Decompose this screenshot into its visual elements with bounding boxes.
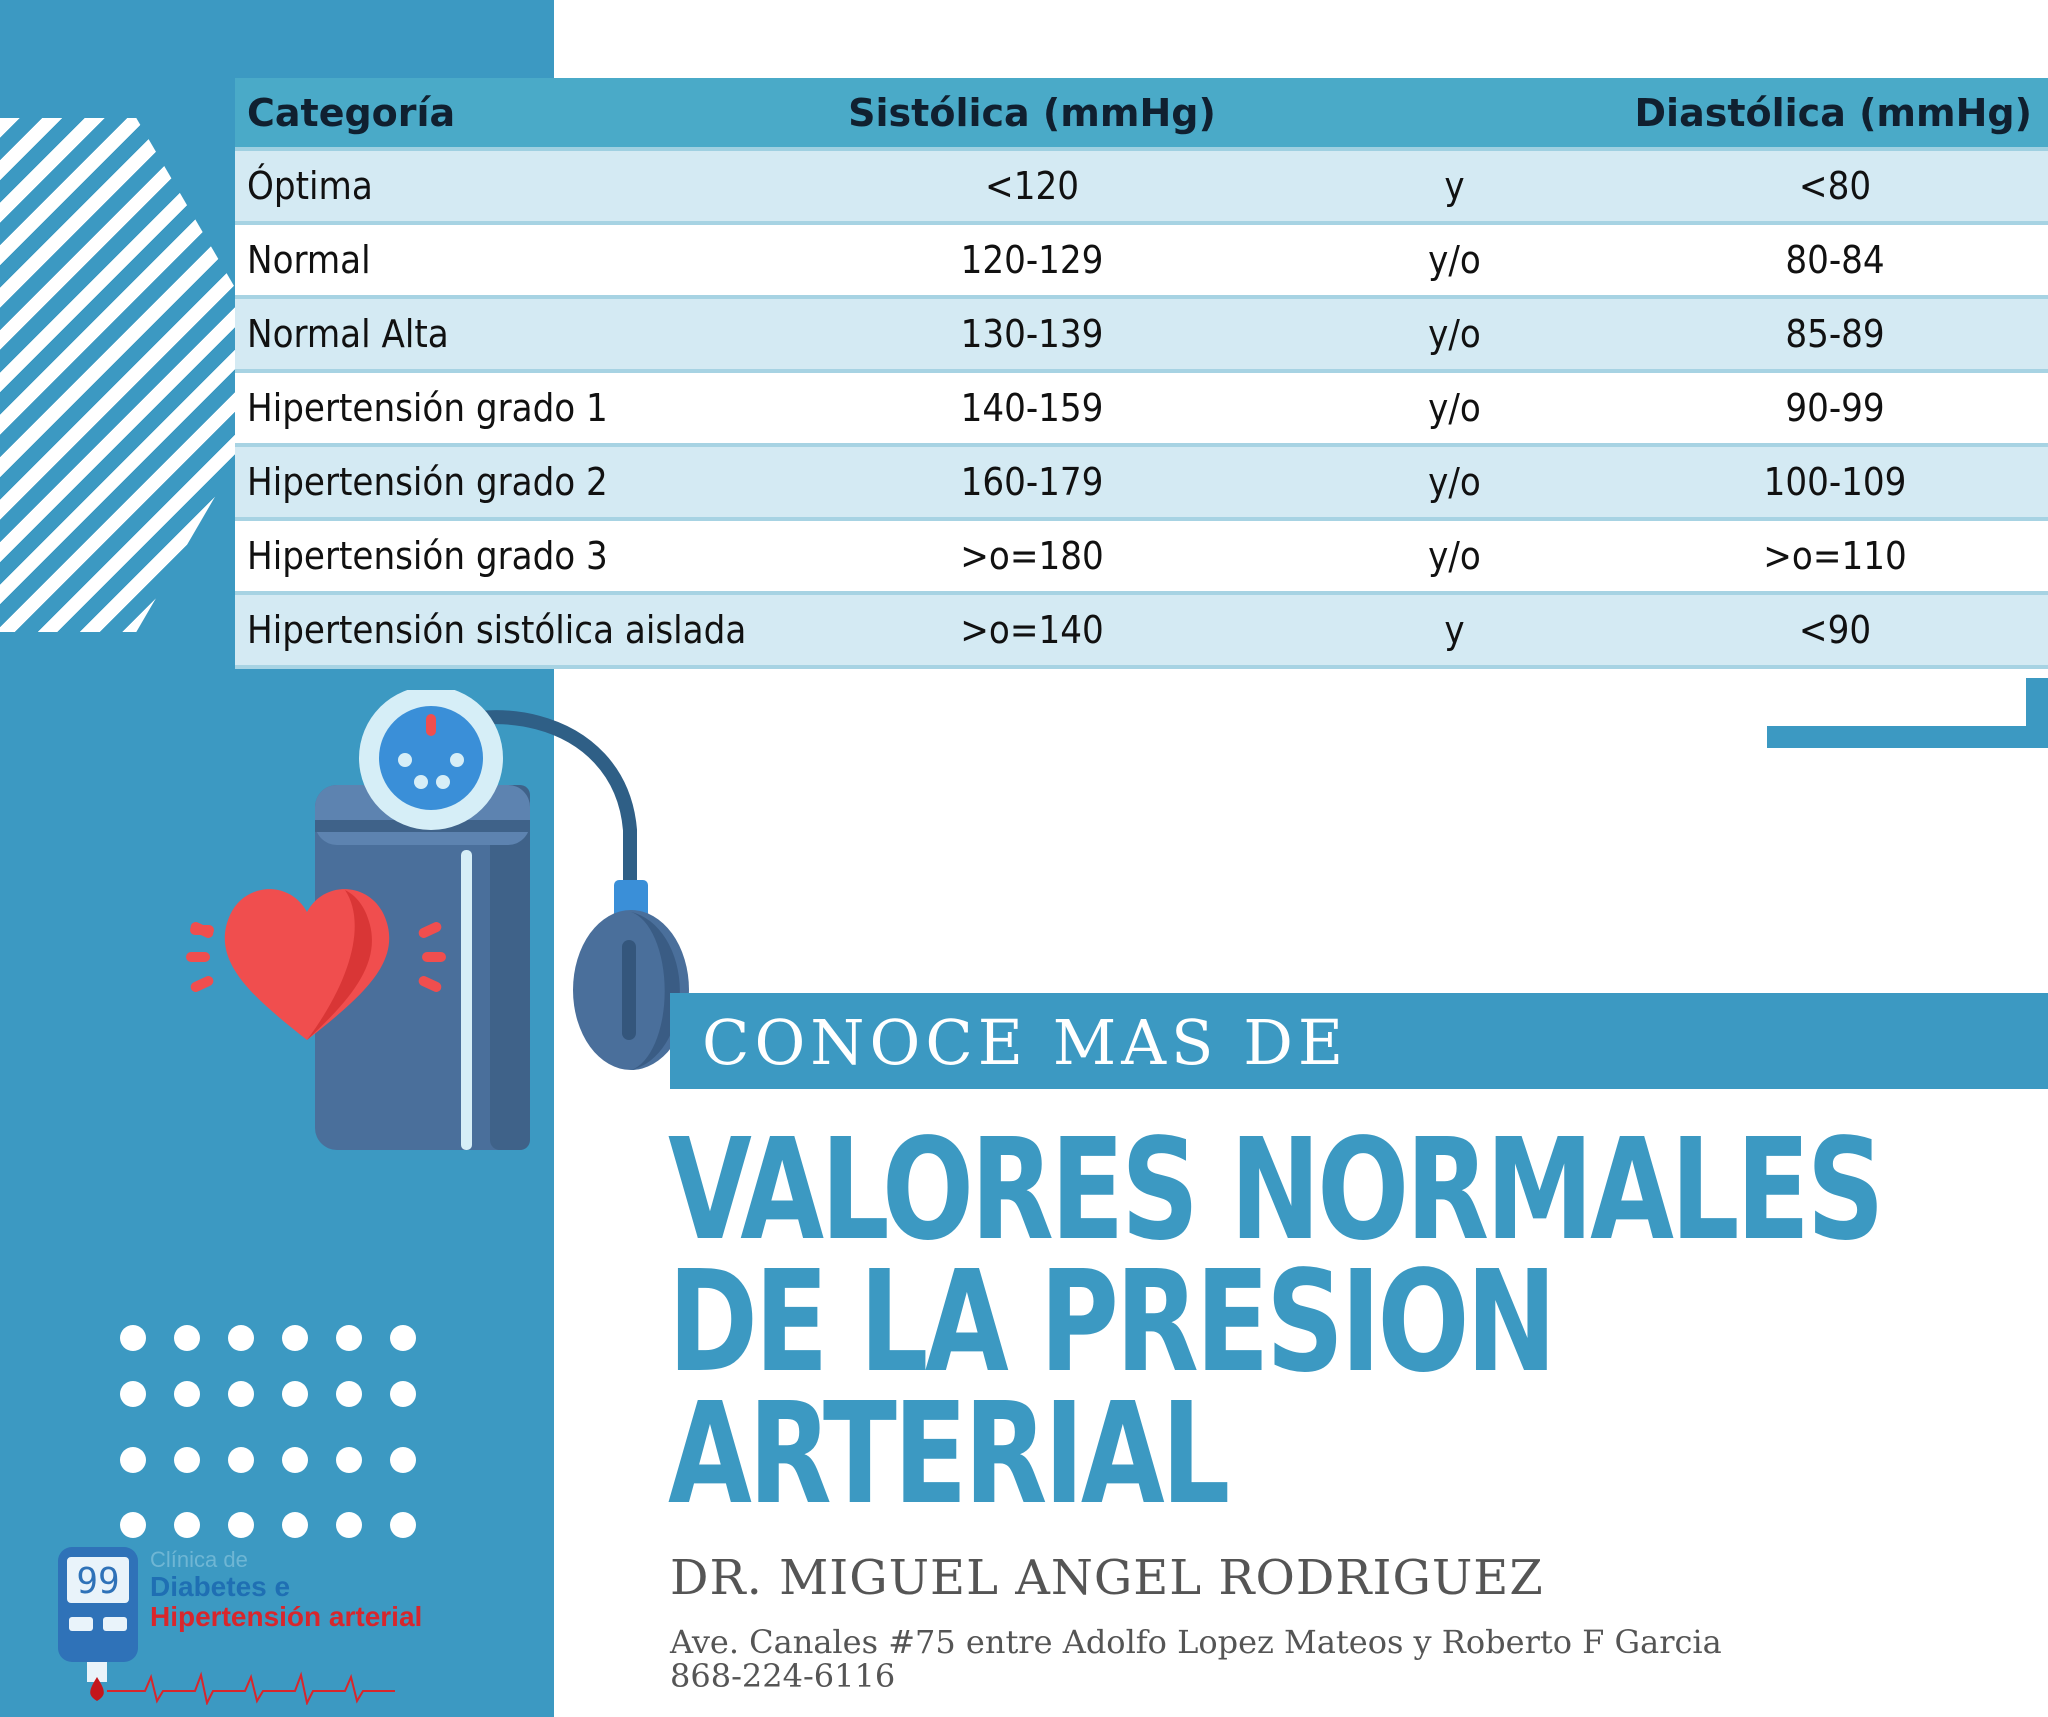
table-row: Hipertensión grado 3 >o=180 y/o >o=110 bbox=[235, 519, 2048, 595]
systolic-cell: 160-179 bbox=[777, 445, 1287, 521]
connector-cell: y/o bbox=[1287, 445, 1622, 521]
connector-cell: y bbox=[1287, 593, 1622, 669]
table-row: Normal 120-129 y/o 80-84 bbox=[235, 223, 2048, 299]
heart-icon bbox=[186, 889, 446, 1040]
systolic-cell: 140-159 bbox=[777, 371, 1287, 447]
dot-grid-decoration bbox=[120, 1325, 416, 1538]
address-line: Ave. Canales #75 entre Adolfo Lopez Mate… bbox=[670, 1623, 1722, 1661]
table-row: Óptima <120 y <80 bbox=[235, 149, 2048, 225]
diastolic-cell: >o=110 bbox=[1622, 519, 2048, 595]
table-row: Hipertensión grado 1 140-159 y/o 90-99 bbox=[235, 371, 2048, 447]
diastolic-cell: 80-84 bbox=[1622, 223, 2048, 299]
doctor-name: DR. MIGUEL ANGEL RODRIGUEZ bbox=[670, 1550, 1544, 1606]
title-line-3: ARTERIAL bbox=[668, 1373, 1230, 1536]
table-row: Hipertensión grado 2 160-179 y/o 100-109 bbox=[235, 445, 2048, 521]
contact-info: Ave. Canales #75 entre Adolfo Lopez Mate… bbox=[670, 1625, 1722, 1693]
intro-banner bbox=[670, 993, 2048, 1089]
diastolic-cell: <90 bbox=[1622, 593, 2048, 669]
header-diastolic: Diastólica (mmHg) bbox=[1622, 78, 2048, 151]
banner-text: CONOCE MAS DE bbox=[702, 1006, 1349, 1079]
logo-diabetes-label: Diabetes e bbox=[150, 1571, 291, 1602]
blood-pressure-monitor-icon bbox=[186, 690, 689, 1150]
connector-cell: y/o bbox=[1287, 371, 1622, 447]
glucometer-icon: 99 bbox=[58, 1547, 138, 1701]
systolic-cell: >o=180 bbox=[777, 519, 1287, 595]
systolic-cell: <120 bbox=[777, 149, 1287, 225]
diastolic-cell: <80 bbox=[1622, 149, 2048, 225]
connector-cell: y/o bbox=[1287, 297, 1622, 373]
category-cell: Normal bbox=[235, 223, 777, 299]
phone-number: 868-224-6116 bbox=[670, 1657, 896, 1695]
corner-bracket-horizontal bbox=[1767, 726, 2048, 748]
header-systolic: Sistólica (mmHg) bbox=[777, 78, 1287, 151]
header-connector bbox=[1287, 78, 1622, 151]
meter-digits: 99 bbox=[76, 1561, 119, 1602]
systolic-cell: 130-139 bbox=[777, 297, 1287, 373]
category-cell: Hipertensión grado 3 bbox=[235, 519, 777, 595]
connector-cell: y/o bbox=[1287, 223, 1622, 299]
table-header-row: Categoría Sistólica (mmHg) Diastólica (m… bbox=[235, 78, 2048, 151]
category-cell: Óptima bbox=[235, 149, 777, 225]
table-row: Normal Alta 130-139 y/o 85-89 bbox=[235, 297, 2048, 373]
category-cell: Normal Alta bbox=[235, 297, 777, 373]
category-cell: Hipertensión sistólica aislada bbox=[235, 593, 777, 669]
title-line-2: DE LA PRESION bbox=[668, 1241, 1557, 1404]
category-cell: Hipertensión grado 2 bbox=[235, 445, 777, 521]
systolic-cell: 120-129 bbox=[777, 223, 1287, 299]
blood-pressure-table: Categoría Sistólica (mmHg) Diastólica (m… bbox=[235, 78, 2048, 669]
header-category: Categoría bbox=[235, 78, 777, 151]
diastolic-cell: 85-89 bbox=[1622, 297, 2048, 373]
clinic-logo: 99 Clínica de Diabetes e Hipertensión ar… bbox=[55, 1545, 455, 1705]
connector-cell: y/o bbox=[1287, 519, 1622, 595]
category-cell: Hipertensión grado 1 bbox=[235, 371, 777, 447]
page-title: VALORES NORMALES DE LA PRESION ARTERIAL bbox=[668, 1109, 1885, 1536]
diastolic-cell: 100-109 bbox=[1622, 445, 2048, 521]
systolic-cell: >o=140 bbox=[777, 593, 1287, 669]
logo-clinic-label: Clínica de bbox=[150, 1547, 248, 1572]
diastolic-cell: 90-99 bbox=[1622, 371, 2048, 447]
table-row: Hipertensión sistólica aislada >o=140 y … bbox=[235, 593, 2048, 669]
title-line-1: VALORES NORMALES bbox=[668, 1109, 1885, 1272]
connector-cell: y bbox=[1287, 149, 1622, 225]
logo-hypertension-label: Hipertensión arterial bbox=[150, 1601, 423, 1632]
